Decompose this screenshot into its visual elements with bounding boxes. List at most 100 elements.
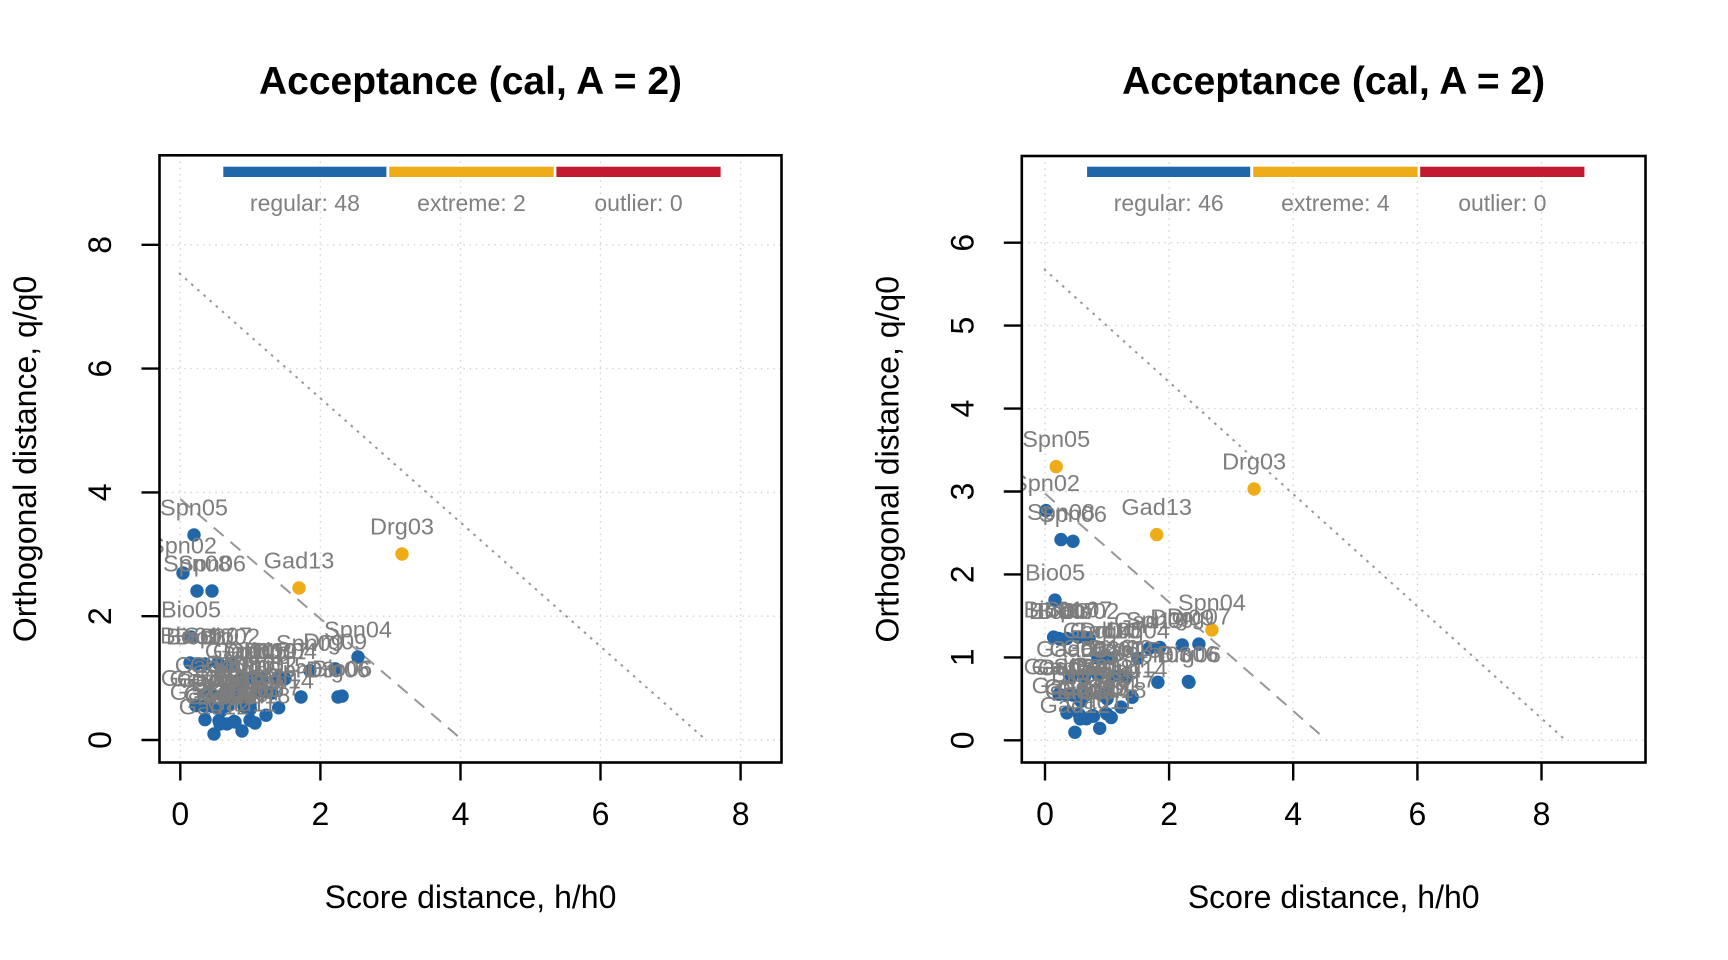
svg-text:Drg02: Drg02 [233,651,297,677]
svg-text:Gad09: Gad09 [1057,675,1128,701]
svg-text:Gad12: Gad12 [1040,692,1111,718]
svg-text:Drg02: Drg02 [1088,635,1152,661]
svg-text:Gad15: Gad15 [237,653,308,679]
svg-text:Drg10: Drg10 [218,669,282,695]
svg-text:Drg01: Drg01 [1080,636,1144,662]
svg-text:Bio09: Bio09 [191,670,251,696]
svg-text:Gad02: Gad02 [1038,655,1109,681]
svg-text:Bio05: Bio05 [1025,560,1085,586]
svg-text:1: 1 [944,649,980,667]
svg-text:Orthogonal distance, q/q0: Orthogonal distance, q/q0 [869,276,905,642]
svg-text:Drg04: Drg04 [253,638,317,664]
svg-text:Drg07: Drg07 [1167,604,1231,630]
svg-text:Spn08: Spn08 [1027,499,1095,525]
svg-text:4: 4 [1284,796,1302,832]
svg-text:Gad01: Gad01 [215,664,286,690]
svg-text:Gad06: Gad06 [184,680,255,706]
svg-text:Gad14: Gad14 [243,667,314,693]
svg-text:Spn09: Spn09 [276,630,344,656]
svg-text:Drg10: Drg10 [1075,658,1139,684]
svg-text:6: 6 [592,796,610,832]
svg-text:Gad10: Gad10 [1070,618,1141,644]
svg-text:Gad09: Gad09 [199,681,270,707]
svg-text:6: 6 [82,360,118,378]
svg-text:8: 8 [1533,796,1551,832]
svg-text:Bio03: Bio03 [1029,598,1089,624]
svg-text:Spn08: Spn08 [163,551,231,577]
svg-text:Gad22: Gad22 [170,666,241,692]
svg-text:Drg09: Drg09 [1150,604,1214,630]
svg-text:2: 2 [1160,796,1178,832]
svg-text:Gad04: Gad04 [205,638,276,664]
svg-text:Drg07: Drg07 [245,638,309,664]
svg-text:Spn01: Spn01 [194,665,262,691]
svg-text:Spn06: Spn06 [178,551,246,577]
svg-text:Drg01: Drg01 [224,652,288,678]
svg-text:Bio06: Bio06 [1158,641,1218,667]
svg-text:Drg08: Drg08 [1069,655,1133,681]
svg-text:Bio04: Bio04 [1077,673,1137,699]
svg-text:Gad11: Gad11 [1065,688,1134,714]
svg-text:Gad03: Gad03 [161,665,232,691]
svg-text:5: 5 [944,317,980,335]
svg-text:Bio01: Bio01 [1024,597,1084,623]
svg-text:Spn02: Spn02 [1012,470,1080,496]
svg-text:Spn01: Spn01 [1053,654,1121,680]
svg-text:Gad07: Gad07 [1058,676,1129,702]
svg-text:Gad03: Gad03 [1024,654,1095,680]
svg-text:Acceptance (cal, A = 2): Acceptance (cal, A = 2) [259,60,682,103]
svg-text:Bio02: Bio02 [200,624,260,650]
svg-text:2: 2 [312,796,330,832]
svg-text:Spn04: Spn04 [1178,590,1246,616]
svg-text:Bio02: Bio02 [1059,598,1119,624]
svg-text:Drg03: Drg03 [370,514,434,540]
svg-text:Gad20: Gad20 [185,684,256,710]
svg-text:Gad04: Gad04 [1063,618,1134,644]
svg-text:Spn07: Spn07 [1044,597,1112,623]
svg-text:Drg04: Drg04 [1106,618,1170,644]
svg-text:Gad17: Gad17 [1086,667,1157,693]
svg-text:Drg06: Drg06 [1157,642,1221,668]
svg-text:Spn06: Spn06 [1039,501,1107,527]
svg-text:Orthogonal distance, q/q0: Orthogonal distance, q/q0 [7,276,43,642]
svg-text:Spn07: Spn07 [184,623,252,649]
svg-text:8: 8 [82,236,118,254]
svg-text:Gad16: Gad16 [1063,634,1134,660]
svg-text:4: 4 [452,796,470,832]
svg-text:Gad16: Gad16 [205,651,276,677]
svg-text:Gad05: Gad05 [1036,636,1107,662]
svg-text:4: 4 [82,484,118,502]
svg-text:Spn03: Spn03 [1124,642,1192,668]
svg-text:Gad15: Gad15 [1091,637,1162,663]
svg-text:Gad01: Gad01 [1071,653,1142,679]
svg-text:Bio03: Bio03 [166,624,226,650]
svg-text:6: 6 [1409,796,1427,832]
svg-text:2: 2 [82,607,118,625]
svg-text:Spn04: Spn04 [324,617,392,643]
svg-text:Spn03: Spn03 [267,657,335,683]
svg-text:Score distance, h/h0: Score distance, h/h0 [1188,879,1480,915]
svg-text:Bio09: Bio09 [1051,661,1111,687]
svg-text:Gad13: Gad13 [264,548,335,574]
svg-text:Gad18: Gad18 [220,683,291,709]
svg-text:Drg09: Drg09 [303,628,367,654]
svg-text:Bio07: Bio07 [1037,598,1097,624]
svg-text:Bio05: Bio05 [161,597,221,623]
svg-text:Bio04: Bio04 [220,680,280,706]
svg-text:Bio08: Bio08 [197,683,257,709]
svg-text:outlier: 0: outlier: 0 [1458,190,1546,216]
svg-text:Gad06: Gad06 [1044,674,1115,700]
svg-text:Gad22: Gad22 [1031,654,1102,680]
svg-text:Gad05: Gad05 [175,652,246,678]
svg-text:extreme: 2: extreme: 2 [417,190,526,216]
svg-text:Gad12: Gad12 [179,694,250,720]
svg-text:Spn05: Spn05 [160,495,228,521]
svg-text:Gad11: Gad11 [208,691,277,717]
svg-text:Gad02: Gad02 [177,666,248,692]
svg-text:Acceptance (cal, A = 2): Acceptance (cal, A = 2) [1122,60,1545,103]
svg-text:Gad19: Gad19 [1114,608,1185,634]
svg-text:extreme: 4: extreme: 4 [1281,190,1390,216]
svg-text:Bio08: Bio08 [1056,678,1116,704]
svg-text:Gad10: Gad10 [213,638,284,664]
svg-text:4: 4 [944,400,980,418]
